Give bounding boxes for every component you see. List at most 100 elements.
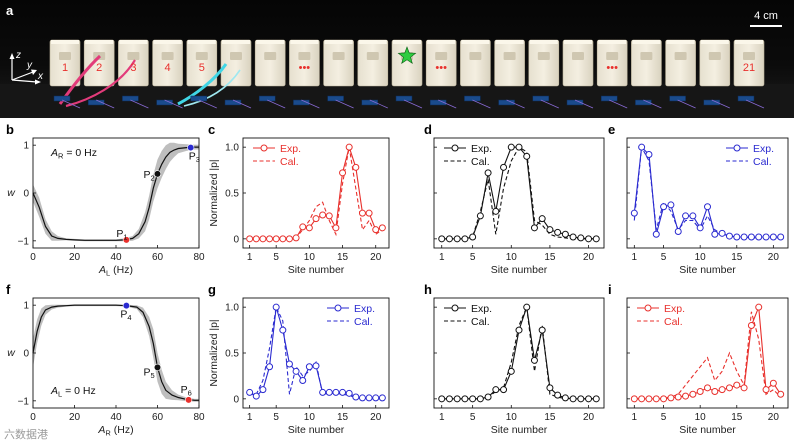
resonator-block: [562, 39, 594, 87]
resonator-block: [254, 39, 286, 87]
point-label-main: P: [144, 169, 151, 181]
x-tick-label: 1: [632, 252, 638, 263]
legend-exp-label: Exp.: [280, 143, 301, 155]
block-port: [640, 52, 653, 60]
circuit-board: [600, 95, 618, 102]
point-marker: [153, 363, 162, 371]
wire: [369, 99, 388, 109]
exp-data-point: [682, 392, 690, 400]
x-axis-label-main: A: [97, 424, 105, 436]
block-port: [469, 52, 482, 60]
exp-data-point: [554, 228, 562, 236]
block-labels: 1 2 3 4 5 ••• ••• ••• 21: [62, 62, 755, 74]
point-marker: [122, 302, 130, 310]
y-tick-label: 0: [23, 349, 29, 360]
cal-series-line: [634, 311, 782, 400]
block-port: [537, 52, 550, 60]
block-label: 2: [96, 62, 102, 74]
point-label: P3: [189, 151, 200, 165]
exp-data-point: [476, 212, 484, 220]
exp-data-point: [546, 384, 554, 392]
wire: [745, 99, 765, 109]
circuit-board: [532, 95, 550, 102]
block-top: [324, 40, 353, 44]
plot-frame: [433, 297, 605, 409]
legend-exp-marker: [644, 304, 652, 312]
star-icon: [397, 46, 417, 64]
exp-data-point: [515, 143, 523, 151]
point-marker: [185, 396, 193, 404]
legend-exp-label: Exp.: [354, 303, 375, 315]
exp-data-point: [561, 230, 569, 238]
block-top: [256, 40, 285, 44]
annotation-tail: = 0 Hz: [62, 385, 96, 397]
resonator-block: [357, 39, 389, 87]
axis-z-label: z: [15, 50, 21, 61]
panel-label: i: [608, 282, 612, 297]
point-label-main: P: [181, 384, 188, 396]
circuit-board: [190, 95, 208, 102]
exp-data-point: [569, 395, 577, 403]
x-tick-label: 20: [768, 252, 780, 263]
block-port: [674, 52, 687, 60]
y-tick-label: 1: [23, 301, 29, 312]
exp-data-point: [246, 235, 254, 243]
block-port: [230, 52, 242, 60]
exp-data-point: [507, 367, 515, 375]
legend-exp-marker: [451, 304, 459, 312]
block-port: [366, 52, 379, 60]
x-tick-label: 10: [304, 412, 316, 423]
x-tick-label: 80: [193, 252, 205, 263]
panel-label: h: [424, 282, 432, 297]
annotation-sub: L: [58, 390, 62, 399]
exp-data-point: [305, 224, 313, 232]
x-axis-label-sub: R: [105, 429, 111, 438]
y-tick-label: 1.0: [225, 303, 239, 314]
exp-data-point: [725, 384, 733, 392]
point-marker: [187, 143, 195, 152]
exp-data-point: [704, 203, 711, 211]
legend-cal-label: Cal.: [354, 316, 373, 328]
axis-x-label: x: [37, 71, 44, 82]
y-axis-label: w: [7, 187, 16, 199]
x-tick-label: 10: [506, 252, 518, 263]
point-label: P4: [120, 309, 131, 323]
y-tick-label: 0: [233, 234, 239, 245]
exp-data-point: [569, 233, 577, 241]
exp-data-point: [292, 367, 300, 375]
y-tick-label: 0: [233, 394, 239, 405]
legend-exp-marker: [451, 144, 459, 152]
y-tick-label: −1: [18, 396, 30, 407]
y-tick-label: 1.0: [225, 143, 239, 154]
x-tick-label: 10: [695, 252, 707, 263]
exp-data-point: [740, 233, 748, 241]
legend-cal-label: Cal.: [471, 156, 490, 168]
x-axis-label: Site number: [288, 264, 345, 276]
panel-label: d: [424, 122, 432, 137]
x-tick-label: 5: [273, 252, 279, 263]
point-label: P6: [181, 384, 192, 398]
block-label: 3: [130, 62, 136, 74]
wire: [267, 99, 286, 109]
resonator-block: [323, 39, 354, 87]
exp-data-point: [319, 211, 327, 219]
exp-data-point: [372, 226, 380, 234]
x-tick-label: 60: [152, 252, 164, 263]
exp-data-point: [704, 384, 711, 392]
exp-data-point: [762, 233, 770, 241]
block-port: [435, 52, 448, 60]
block-label: •••: [299, 62, 311, 74]
annotation: AR = 0 Hz: [50, 147, 97, 161]
circuit-board: [669, 95, 686, 102]
block-top: [564, 40, 592, 44]
exp-data-point: [500, 386, 508, 394]
x-tick-label: 40: [110, 252, 122, 263]
exp-data-point: [638, 143, 646, 151]
exp-data-point: [469, 395, 477, 403]
block-label: 21: [743, 62, 755, 74]
circuit-board: [258, 95, 276, 102]
block-port: [264, 52, 277, 60]
exp-data-point: [507, 143, 515, 151]
